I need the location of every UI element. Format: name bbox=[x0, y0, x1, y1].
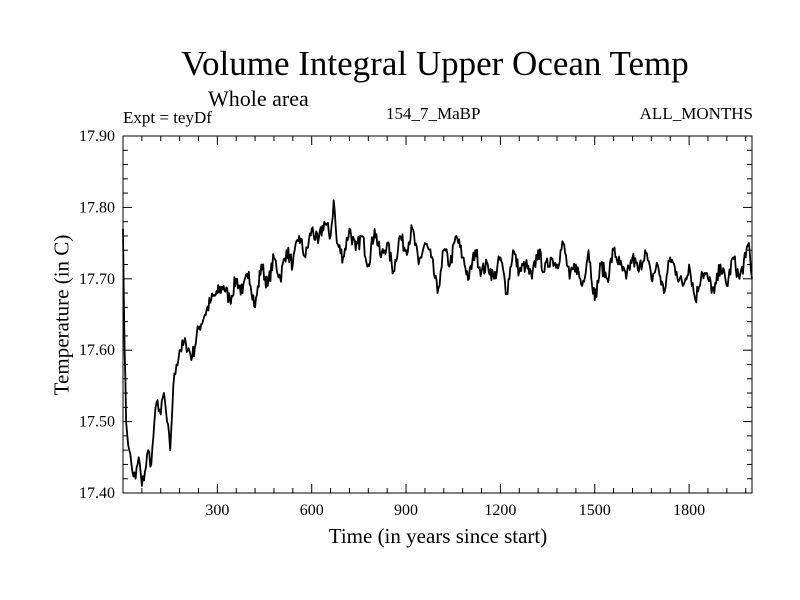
series-line bbox=[122, 199, 753, 487]
run-label: 154_7_MaBP bbox=[386, 104, 481, 123]
x-tick-label: 1500 bbox=[579, 502, 611, 519]
x-tick-label: 1800 bbox=[673, 502, 705, 519]
y-tick-label: 17.90 bbox=[79, 128, 115, 145]
x-tick-label: 900 bbox=[394, 502, 418, 519]
y-tick-label: 17.60 bbox=[79, 342, 115, 359]
months-label: ALL_MONTHS bbox=[639, 104, 753, 123]
x-tick-label: 600 bbox=[300, 502, 324, 519]
y-tick-label: 17.50 bbox=[79, 414, 115, 431]
chart-subtitle: Whole area bbox=[208, 86, 309, 111]
x-tick-label: 1200 bbox=[484, 502, 516, 519]
plot-frame bbox=[122, 135, 753, 494]
y-tick-label: 17.40 bbox=[79, 485, 115, 502]
x-axis-label: Time (in years since start) bbox=[328, 524, 548, 548]
y-tick-label: 17.80 bbox=[79, 199, 115, 216]
chart-title: Volume Integral Upper Ocean Temp bbox=[181, 44, 689, 83]
y-tick-label: 17.70 bbox=[79, 271, 115, 288]
x-tick-label: 300 bbox=[205, 502, 229, 519]
experiment-label: Expt = teyDf bbox=[123, 108, 212, 127]
